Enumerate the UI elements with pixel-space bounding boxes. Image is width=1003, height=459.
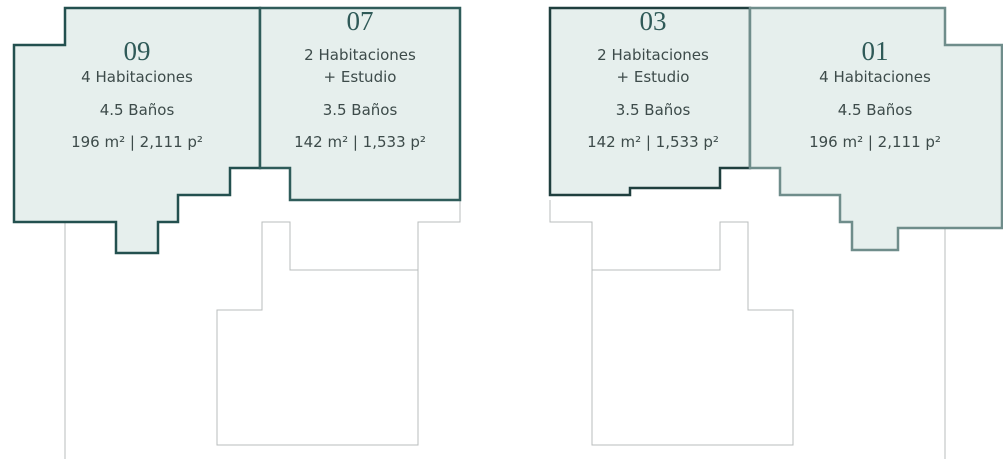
outline: [216, 200, 461, 446]
labels: 09 4 Habitaciones 4.5 Baños 196 m² | 2,111 …: [71, 6, 941, 151]
unit-detail: 142 m² | 1,533 p²: [294, 133, 426, 151]
unit-number: 03: [640, 6, 667, 36]
unit-detail: + Estudio: [617, 68, 690, 86]
unit-number: 01: [862, 36, 889, 66]
unit-detail: 2 Habitaciones: [304, 46, 416, 64]
unit-detail: 4.5 Baños: [100, 101, 175, 119]
unit-number: 09: [124, 36, 151, 66]
unit-detail: 3.5 Baños: [323, 101, 398, 119]
unit-detail: 3.5 Baños: [616, 101, 691, 119]
unit-detail: 196 m² | 2,111 p²: [809, 133, 941, 151]
outline: [549, 200, 794, 446]
unit-07[interactable]: [258, 6, 462, 202]
unit-09[interactable]: [12, 6, 262, 255]
unit-detail: 4 Habitaciones: [819, 68, 931, 86]
unit-detail: 4.5 Baños: [838, 101, 913, 119]
unit-number: 07: [347, 6, 374, 36]
unit-detail: + Estudio: [324, 68, 397, 86]
unit-detail: 2 Habitaciones: [597, 46, 709, 64]
unit-detail: 196 m² | 2,111 p²: [71, 133, 203, 151]
unit-detail: 142 m² | 1,533 p²: [587, 133, 719, 151]
unit-03[interactable]: [548, 6, 752, 197]
unit-detail: 4 Habitaciones: [81, 68, 193, 86]
unit-01[interactable]: [748, 6, 1003, 252]
